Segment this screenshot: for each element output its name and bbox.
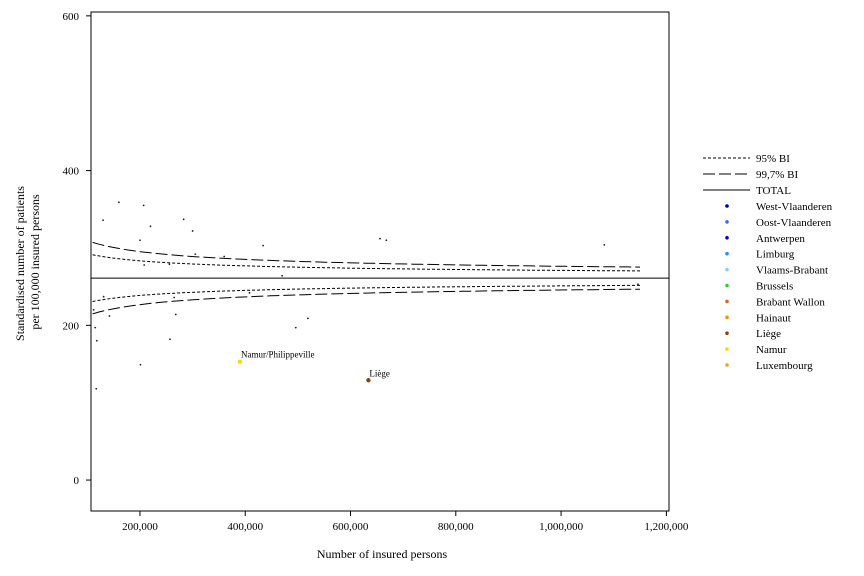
legend-marker [725, 363, 729, 367]
legend-marker [725, 315, 729, 320]
legend-provinces: West-Vlaanderen Oost-Vlaanderen Antwerpen L… [725, 201, 833, 372]
legend-marker [725, 347, 729, 351]
y-tick-label: 400 [63, 166, 80, 178]
limit-curve-95-lower [92, 284, 640, 302]
limit-curve-997-upper [92, 241, 641, 268]
legend-label-total: TOTAL [756, 185, 791, 197]
point-li-ge [366, 378, 371, 383]
data-point [92, 308, 95, 311]
x-tick-label: 1,200,000 [644, 521, 689, 533]
legend-marker [725, 331, 729, 336]
legend-label: Brabant Wallon [756, 296, 825, 308]
legend-label: Oost-Vlaanderen [756, 217, 832, 229]
legend: 95% BI 99,7% BI TOTAL West-Vlaanderen Oos… [703, 153, 833, 372]
y-tick-label: 0 [74, 475, 80, 487]
data-point [385, 239, 388, 242]
data-point [139, 363, 142, 366]
data-point [248, 291, 251, 294]
y-tick-label: 200 [63, 320, 80, 332]
data-point [182, 218, 185, 221]
x-axis-title: Number of insured persons [317, 547, 448, 561]
point-annotations: Namur/Philippeville Liège [241, 350, 390, 379]
legend-label: Namur [756, 344, 787, 356]
legend-label: Antwerpen [756, 233, 805, 245]
x-tick-label: 1,000,000 [539, 521, 584, 533]
data-point [379, 237, 381, 240]
legend-label: Brussels [756, 281, 793, 293]
confidence-limit-curves [92, 241, 641, 315]
y-axis-title-line-1: Standardised number of patients [13, 186, 27, 341]
data-point [262, 244, 265, 247]
legend-marker [725, 267, 729, 272]
legend-marker [725, 236, 729, 240]
point-label: Liège [369, 368, 390, 378]
data-point [117, 201, 120, 204]
data-point [94, 326, 97, 329]
legend-label-95: 95% BI [756, 153, 790, 165]
x-tick-label: 200,000 [122, 521, 158, 533]
y-axis-title: Standardised number of patients per 100,… [13, 183, 42, 341]
point-namur [237, 359, 243, 364]
data-point [142, 204, 145, 207]
plot-frame [90, 11, 670, 512]
data-point [173, 296, 176, 299]
data-point [139, 239, 141, 242]
x-tick-label: 400,000 [227, 521, 263, 533]
data-point [95, 339, 98, 342]
data-point [143, 264, 146, 266]
data-point [194, 253, 197, 256]
legend-marker [725, 204, 729, 208]
y-axis-title-line-2: per 100,000 insured persons [28, 194, 42, 330]
data-point [102, 295, 105, 298]
x-tick-label: 800,000 [438, 521, 474, 533]
data-point [169, 338, 171, 341]
limit-curve-95-upper [92, 254, 640, 272]
data-point [108, 315, 111, 317]
legend-marker [725, 283, 729, 288]
legend-label-997: 99,7% BI [756, 169, 799, 181]
y-axis: 0 200 400 600 [63, 11, 91, 487]
y-tick-label: 600 [63, 11, 80, 23]
legend-marker [725, 251, 729, 256]
x-tick-label: 600,000 [333, 521, 369, 533]
data-point [281, 274, 283, 277]
legend-marker [725, 220, 729, 224]
legend-label: Limburg [756, 249, 795, 261]
data-points [92, 201, 639, 390]
legend-label: Liège [756, 328, 781, 340]
data-point [149, 225, 152, 228]
data-point [191, 230, 194, 232]
data-point [603, 243, 606, 246]
data-point [637, 283, 639, 286]
data-point [294, 326, 297, 329]
legend-label: West-Vlaanderen [756, 201, 833, 213]
legend-label: Vlaams-Brabant [756, 265, 828, 277]
data-point [223, 255, 226, 258]
data-point [102, 219, 105, 222]
data-point [95, 387, 98, 390]
limit-curve-997-lower [92, 288, 641, 315]
x-axis: 200,000 400,000 600,000 800,000 1,000,000 1,2… [122, 511, 689, 533]
data-point [174, 313, 177, 316]
data-point [306, 317, 309, 320]
data-point [168, 263, 171, 266]
legend-label: Luxembourg [756, 360, 813, 372]
legend-marker [725, 299, 729, 304]
point-label: Namur/Philippeville [241, 350, 314, 360]
legend-label: Hainaut [756, 312, 791, 324]
